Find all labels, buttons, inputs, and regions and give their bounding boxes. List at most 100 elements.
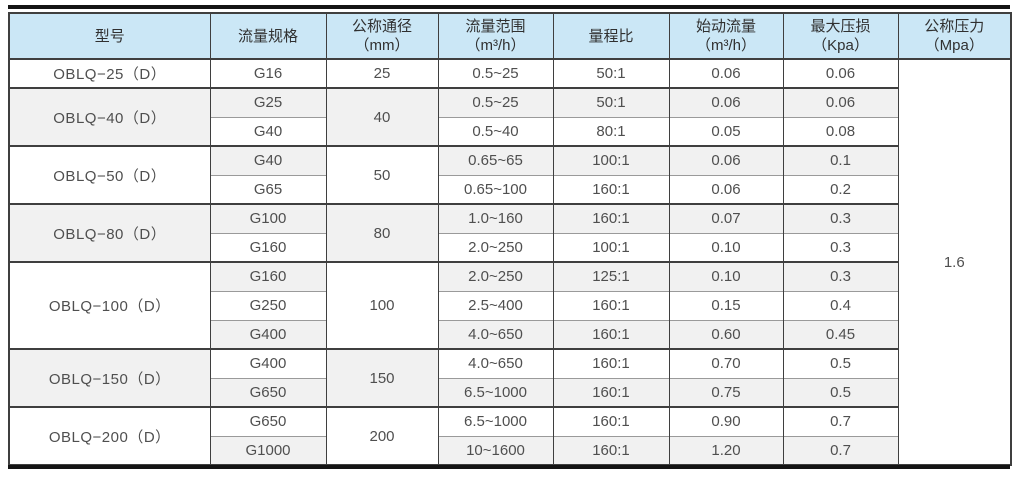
cell-flow-spec: G25 (209, 87, 327, 117)
cell-max-pressure-loss: 0.5 (782, 348, 899, 378)
table-row: G160 2.0~250 100:1 0.10 0.3 (9, 232, 1011, 262)
cell-start-flow: 0.05 (668, 116, 784, 146)
cell-ratio: 100:1 (552, 145, 670, 175)
table-header: 型号 流量规格 公称通径 （mm） 流量范围 （m³/h） 量程比 (8, 13, 1012, 60)
cell-start-flow: 0.15 (668, 290, 784, 320)
header-flow-spec: 流量规格 (209, 13, 327, 60)
cell-diameter: 100 (325, 261, 439, 349)
header-max-pressure-loss-label: 最大压损 (810, 18, 871, 35)
cell-flow-spec: G1000 (209, 435, 327, 465)
table-row: G250 2.5~400 160:1 0.15 0.4 (9, 290, 1011, 320)
header-start-flow-unit: （m³/h） (695, 37, 756, 54)
table-row: G40 0.5~40 80:1 0.05 0.08 (9, 116, 1011, 146)
header-flow-range: 流量范围 （m³/h） (437, 13, 554, 60)
header-diameter-label: 公称通径 (351, 18, 412, 35)
header-flow-spec-label: 流量规格 (237, 27, 298, 45)
cell-diameter: 25 (325, 58, 439, 88)
cell-model: OBLQ−40（D） (8, 87, 211, 146)
spec-table: 型号 流量规格 公称通径 （mm） 流量范围 （m³/h） 量程比 (8, 12, 1012, 466)
cell-max-pressure-loss: 0.5 (782, 377, 899, 407)
header-diameter-unit: （mm） (354, 37, 410, 54)
cell-flow-range: 0.5~40 (437, 116, 554, 146)
cell-flow-range: 4.0~650 (437, 348, 554, 378)
cell-ratio: 160:1 (552, 377, 670, 407)
table-row: OBLQ−150（D） G400 150 4.0~650 160:1 0.70 0.5 (8, 348, 1011, 407)
cell-diameter: 150 (325, 348, 439, 407)
cell-flow-range: 0.5~25 (437, 87, 554, 117)
cell-flow-spec: G100 (209, 203, 327, 233)
cell-flow-range: 10~1600 (437, 435, 554, 465)
cell-ratio: 160:1 (552, 290, 670, 320)
cell-ratio: 160:1 (552, 348, 670, 378)
top-rule (8, 5, 1010, 9)
table-row: OBLQ−80（D） G100 80 1.0~160 160:1 0.07 0.3 (8, 203, 1011, 262)
cell-flow-spec: G400 (209, 319, 327, 349)
header-model-label: 型号 (94, 27, 125, 45)
table-row: OBLQ−200（D） G650 200 6.5~1000 160:1 0.90 0.7 (8, 406, 1011, 465)
table-row: G65 0.65~100 160:1 0.06 0.2 (9, 174, 1011, 204)
cell-start-flow: 0.06 (668, 58, 784, 88)
cell-flow-range: 2.0~250 (437, 261, 554, 291)
cell-start-flow: 1.20 (668, 435, 784, 465)
table-row: OBLQ−100（D） G160 100 2.0~250 125:1 0.10 0.3 (8, 261, 1011, 349)
cell-start-flow: 0.90 (668, 406, 784, 436)
cell-model: OBLQ−100（D） (8, 261, 211, 349)
cell-flow-range: 6.5~1000 (437, 377, 554, 407)
cell-flow-spec: G160 (209, 261, 327, 291)
cell-model: OBLQ−50（D） (8, 145, 211, 204)
cell-start-flow: 0.10 (668, 261, 784, 291)
table-row: G400 4.0~650 160:1 0.60 0.45 (9, 319, 1011, 349)
header-nominal-pressure-label: 公称压力 (924, 18, 985, 35)
cell-flow-range: 0.65~100 (437, 174, 554, 204)
cell-ratio: 160:1 (552, 174, 670, 204)
header-model: 型号 (8, 13, 211, 60)
cell-flow-spec: G16 (209, 58, 327, 88)
cell-flow-range: 6.5~1000 (437, 406, 554, 436)
cell-ratio: 50:1 (552, 87, 670, 117)
table-row: OBLQ−50（D） G40 50 0.65~65 100:1 0.06 0.1 (8, 145, 1011, 204)
header-row: 型号 流量规格 公称通径 （mm） 流量范围 （m³/h） 量程比 (8, 13, 1012, 60)
cell-flow-range: 2.0~250 (437, 232, 554, 262)
cell-max-pressure-loss: 0.1 (782, 145, 899, 175)
header-ratio: 量程比 (552, 13, 670, 60)
header-max-pressure-loss-unit: （Kpa） (812, 37, 869, 54)
cell-max-pressure-loss: 0.2 (782, 174, 899, 204)
cell-flow-range: 2.5~400 (437, 290, 554, 320)
cell-max-pressure-loss: 0.08 (782, 116, 899, 146)
header-max-pressure-loss: 最大压损 （Kpa） (782, 13, 899, 60)
cell-flow-range: 0.65~65 (437, 145, 554, 175)
header-nominal-pressure: 公称压力 （Mpa） (897, 13, 1012, 60)
table-row: OBLQ−25（D） G16 25 0.5~25 50:1 0.06 0.06 1.6 (8, 58, 1012, 465)
cell-ratio: 125:1 (552, 261, 670, 291)
cell-diameter: 80 (325, 203, 439, 262)
table-row: G1000 10~1600 160:1 1.20 0.7 (9, 435, 1011, 465)
cell-diameter: 50 (325, 145, 439, 204)
cell-max-pressure-loss: 0.45 (782, 319, 899, 349)
cell-ratio: 160:1 (552, 203, 670, 233)
cell-ratio: 100:1 (552, 232, 670, 262)
cell-model: OBLQ−25（D） (8, 58, 211, 88)
cell-flow-spec: G400 (209, 348, 327, 378)
cell-start-flow: 0.60 (668, 319, 784, 349)
cell-diameter: 40 (325, 87, 439, 146)
cell-flow-spec: G160 (209, 232, 327, 262)
cell-max-pressure-loss: 0.4 (782, 290, 899, 320)
header-diameter: 公称通径 （mm） (325, 13, 439, 60)
header-flow-range-unit: （m³/h） (465, 37, 526, 54)
cell-diameter: 200 (325, 406, 439, 465)
cell-model: OBLQ−80（D） (8, 203, 211, 262)
cell-max-pressure-loss: 0.7 (782, 406, 899, 436)
cell-ratio: 50:1 (552, 58, 670, 88)
cell-flow-range: 1.0~160 (437, 203, 554, 233)
cell-start-flow: 0.07 (668, 203, 784, 233)
header-flow-range-label: 流量范围 (465, 18, 526, 35)
cell-flow-spec: G40 (209, 116, 327, 146)
cell-max-pressure-loss: 0.7 (782, 435, 899, 465)
header-start-flow-label: 始动流量 (695, 18, 756, 35)
cell-start-flow: 0.06 (668, 174, 784, 204)
cell-start-flow: 0.75 (668, 377, 784, 407)
cell-max-pressure-loss: 0.3 (782, 261, 899, 291)
table-row: OBLQ−40（D） G25 40 0.5~25 50:1 0.06 0.06 (8, 87, 1011, 146)
cell-start-flow: 0.06 (668, 87, 784, 117)
cell-model: OBLQ−200（D） (8, 406, 211, 465)
